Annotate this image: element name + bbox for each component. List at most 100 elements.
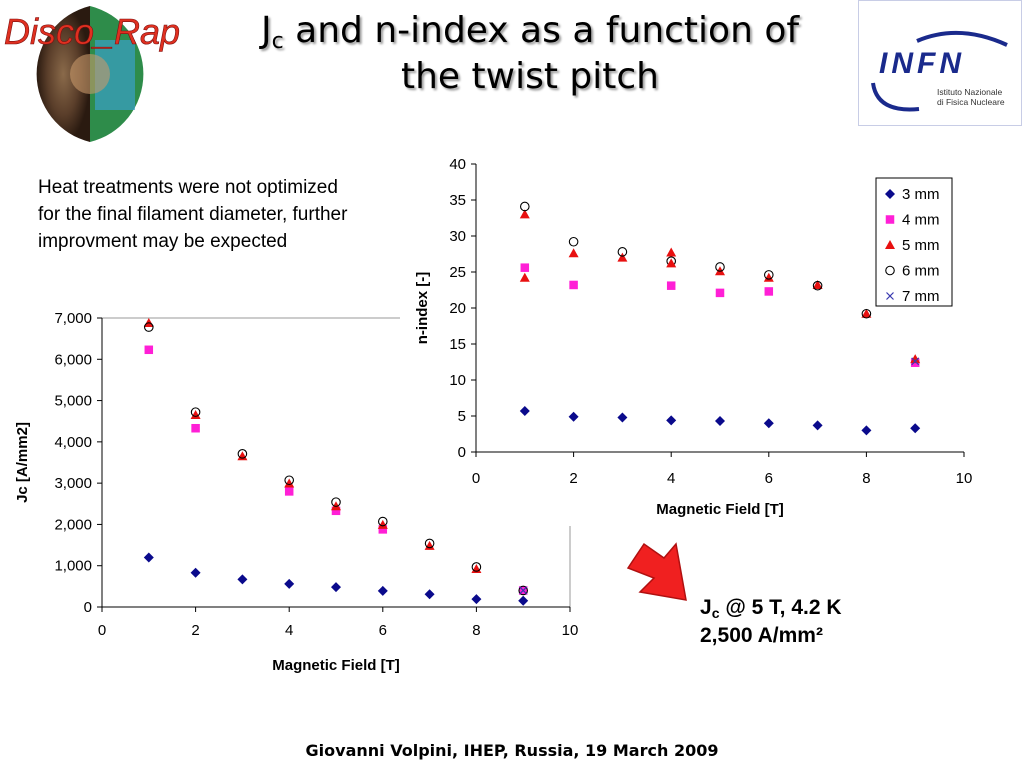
- data-point: [617, 412, 628, 423]
- data-point: [861, 308, 872, 318]
- y-tick-label: 1,000: [54, 558, 92, 575]
- y-tick-label: 5,000: [54, 393, 92, 410]
- arrow-icon: [626, 542, 687, 601]
- data-point: [144, 322, 154, 332]
- result-j: J: [700, 596, 712, 619]
- data-point: [911, 357, 920, 366]
- y-tick-label: 6,000: [54, 351, 92, 368]
- result-subscript: c: [711, 605, 720, 621]
- y-tick-label: 15: [449, 336, 466, 353]
- data-point: [519, 209, 530, 219]
- data-point: [331, 497, 341, 507]
- plot-area-border: [102, 317, 571, 607]
- data-point: [715, 262, 725, 272]
- data-point: [812, 279, 823, 289]
- infn-logo-text: INFN: [879, 47, 965, 80]
- data-point: [284, 478, 295, 488]
- x-axis-label: Magnetic Field [T]: [656, 501, 784, 518]
- data-point: [331, 582, 341, 593]
- legend-marker: [885, 240, 895, 249]
- disco-rap-logo: Disco_Rap: [4, 6, 180, 142]
- data-point: [190, 410, 201, 420]
- result-conditions: @ 5 T, 4.2 K: [719, 596, 842, 619]
- svg-text:Disco_Rap: Disco_Rap: [4, 11, 180, 52]
- footer: Giovanni Volpini, IHEP, Russia, 19 March…: [305, 741, 719, 760]
- x-tick-label: 4: [285, 622, 293, 639]
- heat-treatment-note: Heat treatments were not optimized for t…: [38, 177, 348, 252]
- jc-chart: 0 1,000 2,000 3,000 4,000 5,000 6,000 7,000 0 2 4 6…: [14, 310, 579, 674]
- y-tick-label: 4,000: [54, 434, 92, 451]
- legend-label: 7 mm: [902, 288, 940, 305]
- title-rest: and n-index as a function of: [283, 10, 800, 51]
- infn-caption-2: di Fisica Nucleare: [937, 97, 1005, 107]
- data-point: [377, 516, 388, 527]
- x-tick-label: 2: [191, 622, 199, 639]
- data-point: [666, 247, 677, 257]
- result-value: 2,500 A/mm²: [700, 624, 823, 647]
- data-point: [763, 272, 774, 282]
- y-tick-label: 2,000: [54, 516, 92, 533]
- data-point: [715, 416, 725, 427]
- legend-label: 3 mm: [902, 186, 940, 203]
- data-point: [666, 258, 677, 268]
- legend-label: 6 mm: [902, 263, 940, 280]
- data-point: [471, 562, 482, 572]
- x-tick-label: 6: [765, 470, 773, 487]
- data-point: [190, 407, 201, 417]
- data-point: [569, 280, 578, 290]
- data-point: [910, 354, 921, 364]
- data-point: [518, 595, 529, 606]
- infn-caption-1: Istituto Nazionale: [937, 87, 1002, 97]
- data-point: [617, 252, 628, 262]
- data-point: [284, 487, 294, 496]
- data-point: [812, 420, 823, 431]
- data-point: [763, 270, 774, 280]
- data-point: [520, 201, 530, 212]
- data-point: [519, 272, 530, 282]
- infn-logo: INFN Istituto Nazionale di Fisica Nuclea…: [858, 0, 1022, 126]
- y-tick-label: 0: [84, 599, 92, 616]
- legend-box: [875, 177, 953, 307]
- data-point: [715, 288, 725, 298]
- data-point: [331, 501, 341, 511]
- title-j: J: [260, 10, 272, 51]
- legend-label: 5 mm: [902, 237, 940, 254]
- x-tick-label: 2: [569, 470, 577, 487]
- data-point: [284, 578, 295, 589]
- y-tick-label: 30: [449, 228, 466, 245]
- y-tick-label: 3,000: [54, 475, 92, 492]
- data-point: [190, 567, 201, 578]
- data-point: [424, 540, 435, 550]
- y-tick-label: 40: [449, 156, 466, 173]
- page-title: Jc and n-index as a function of the twis…: [205, 8, 855, 100]
- y-tick-label: 20: [449, 300, 466, 317]
- y-axis-label: n-index [-]: [414, 272, 431, 345]
- data-point: [237, 451, 248, 461]
- data-point: [519, 586, 528, 595]
- data-point: [666, 281, 676, 290]
- data-point: [377, 585, 388, 596]
- legend-marker: [885, 265, 895, 276]
- y-tick-label: 10: [449, 372, 466, 389]
- data-point: [861, 425, 872, 436]
- data-point: [237, 449, 248, 459]
- data-point: [861, 308, 872, 319]
- legend-marker: [885, 189, 895, 199]
- y-axis-label: Jc [A/mm2]: [14, 422, 31, 503]
- title-subscript: c: [271, 29, 284, 54]
- data-point: [910, 423, 921, 434]
- data-point: [812, 280, 823, 291]
- x-tick-label: 10: [562, 622, 579, 639]
- y-tick-label: 25: [449, 264, 466, 281]
- data-point: [617, 247, 628, 257]
- y-tick-label: 5: [458, 408, 466, 425]
- data-point: [518, 585, 529, 596]
- x-tick-label: 10: [956, 470, 973, 487]
- data-point: [424, 589, 435, 600]
- data-point: [191, 423, 200, 433]
- data-point: [763, 418, 774, 429]
- data-point: [237, 574, 248, 585]
- y-tick-label: 35: [449, 192, 466, 209]
- data-point: [143, 552, 154, 563]
- y-tick-label: 7,000: [54, 310, 92, 327]
